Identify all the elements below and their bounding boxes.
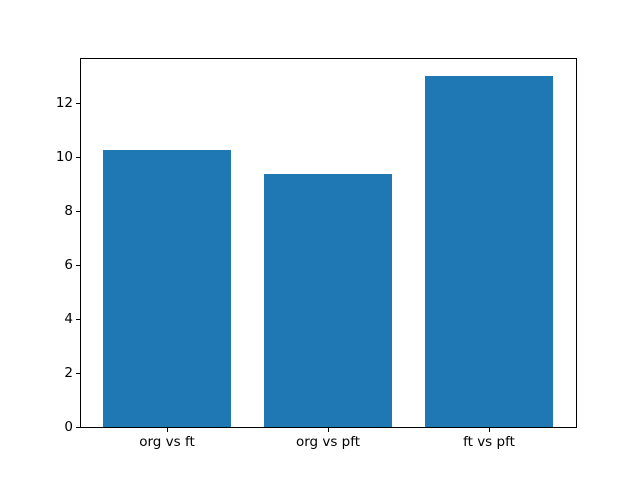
y-tick-mark	[76, 319, 80, 320]
bar	[424, 75, 554, 427]
y-tick-mark	[76, 157, 80, 158]
y-tick-label: 2	[64, 365, 73, 381]
y-tick-label: 6	[64, 257, 73, 273]
y-tick-label: 10	[55, 149, 73, 165]
x-tick-mark	[328, 428, 329, 432]
x-tick-label: org vs pft	[295, 434, 361, 450]
x-tick-label: ft vs pft	[463, 434, 515, 450]
y-tick-mark	[76, 103, 80, 104]
bar	[263, 174, 393, 427]
y-tick-mark	[76, 265, 80, 266]
y-tick-label: 8	[64, 203, 73, 219]
x-tick-mark	[167, 428, 168, 432]
x-tick-mark	[489, 428, 490, 432]
x-tick-label: org vs ft	[139, 434, 195, 450]
bar	[102, 149, 232, 427]
y-tick-label: 0	[64, 419, 73, 435]
y-tick-mark	[76, 427, 80, 428]
y-tick-mark	[76, 211, 80, 212]
y-tick-label: 4	[64, 311, 73, 327]
y-tick-label: 12	[55, 95, 73, 111]
y-tick-mark	[76, 373, 80, 374]
